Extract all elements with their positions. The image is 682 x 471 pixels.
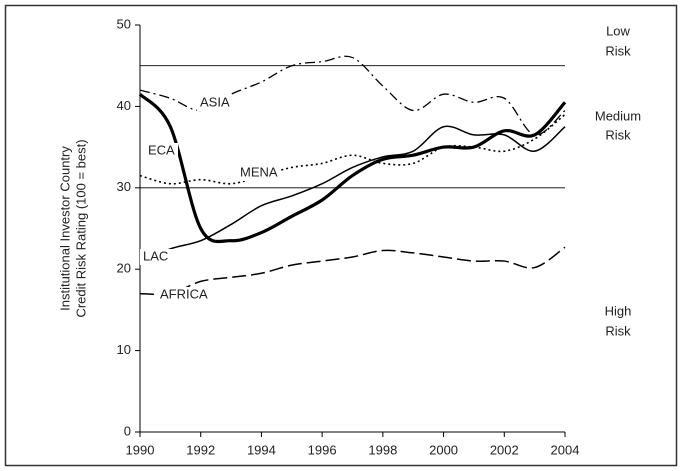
zone-label: Risk — [605, 323, 631, 338]
series-label: ECA — [148, 142, 175, 157]
series-label: AFRICA — [160, 286, 208, 301]
zone-label: Risk — [605, 127, 631, 142]
frame — [4, 4, 678, 467]
label-bg — [237, 165, 279, 181]
series-label: MENA — [240, 164, 278, 179]
x-tick-label: 1998 — [368, 442, 397, 457]
zone-label: Risk — [605, 43, 631, 58]
label-bg — [157, 287, 217, 303]
series-line — [138, 92, 567, 244]
series-label: LAC — [143, 248, 168, 263]
y-axis-label: Credit Risk Rating (100 = best) — [73, 139, 88, 317]
series-label: ASIA — [200, 94, 230, 109]
x-tick-label: 2000 — [429, 442, 458, 457]
series-line — [139, 246, 566, 296]
zone-label: Medium — [595, 108, 641, 123]
y-tick-label: 20 — [117, 261, 131, 276]
x-tick-label: 1994 — [247, 442, 276, 457]
zone-label: Low — [606, 23, 630, 38]
y-tick-label: 10 — [117, 342, 131, 357]
x-tick-label: 1990 — [126, 442, 155, 457]
series-line — [139, 113, 566, 185]
series-line — [139, 55, 566, 136]
label-bg — [145, 143, 178, 159]
x-tick-label: 2004 — [551, 442, 580, 457]
y-tick-label: 50 — [117, 16, 131, 31]
zone-label: High — [605, 303, 632, 318]
series-line — [139, 125, 566, 264]
x-tick-label: 1996 — [308, 442, 337, 457]
x-tick-label: 2002 — [490, 442, 519, 457]
y-axis-label: Institutional Investor Country — [57, 146, 72, 311]
y-tick-label: 40 — [117, 98, 131, 113]
label-bg — [140, 249, 173, 265]
y-tick-label: 30 — [117, 179, 131, 194]
y-tick-label: 0 — [124, 423, 131, 438]
x-tick-label: 1992 — [186, 442, 215, 457]
label-bg — [197, 95, 239, 111]
